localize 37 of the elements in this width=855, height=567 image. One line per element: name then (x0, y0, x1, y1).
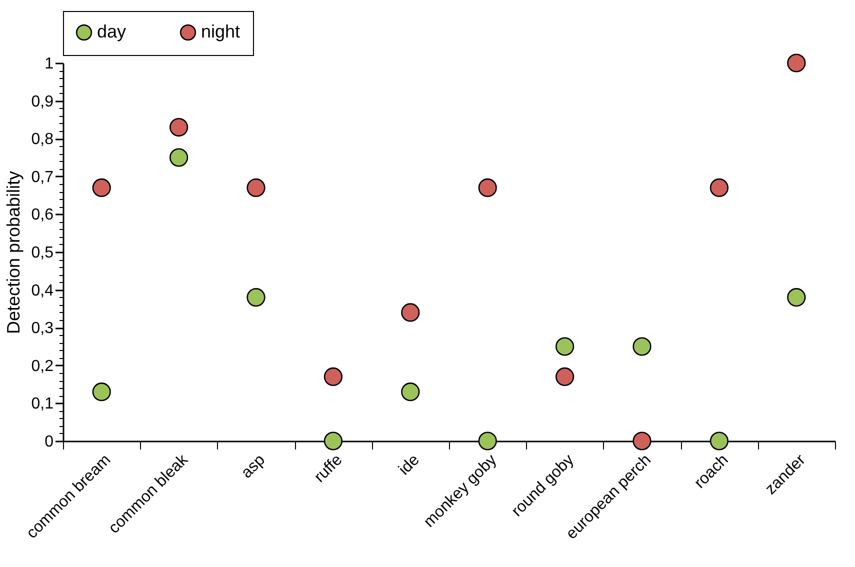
y-tick-label: 0,6 (31, 206, 54, 224)
point (478, 178, 497, 198)
x-tick-label: ide (396, 451, 423, 479)
point (710, 432, 729, 450)
point (169, 148, 188, 167)
point (555, 367, 574, 386)
x-tick-label: ruffe (311, 451, 346, 486)
point (555, 337, 574, 356)
point (324, 432, 343, 450)
point (710, 178, 729, 198)
point (787, 54, 806, 72)
point (92, 382, 111, 402)
point (787, 288, 806, 307)
y-tick-label: 0,2 (31, 358, 54, 375)
point (401, 303, 420, 322)
point (246, 178, 266, 198)
point (478, 432, 497, 450)
point (92, 178, 111, 198)
point (632, 432, 652, 450)
point (632, 337, 652, 356)
y-tick-label: 0,8 (31, 131, 54, 148)
y-tick-label: 0,4 (31, 282, 54, 300)
point (401, 382, 420, 402)
legend-label: night (201, 21, 240, 42)
point (246, 288, 266, 307)
y-tick-label: 0,1 (31, 396, 54, 413)
point (169, 118, 188, 137)
legend-label: day (97, 21, 126, 42)
y-tick-label: 0,7 (31, 168, 54, 186)
y-tick-label: 0,9 (31, 93, 54, 110)
y-tick-label: 1 (44, 56, 54, 72)
y-tick-label: 0,5 (31, 244, 54, 262)
y-tick-label: 0 (44, 434, 54, 450)
x-tick-label: asp (238, 451, 269, 482)
y-axis-title: Detection probability (3, 170, 24, 334)
y-tick-label: 0,3 (31, 320, 54, 338)
point (324, 367, 343, 386)
